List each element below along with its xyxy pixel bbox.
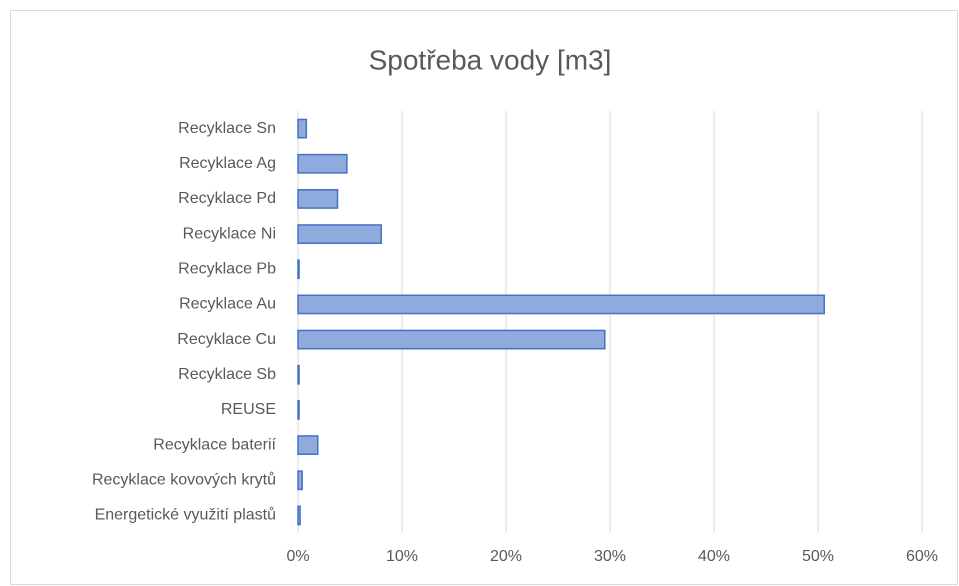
bar xyxy=(297,400,300,420)
y-tick-label: Recyklace Ni xyxy=(183,225,276,242)
bar xyxy=(297,435,319,455)
bar xyxy=(297,189,339,209)
y-tick-label: REUSE xyxy=(221,401,276,418)
x-tick-label: 30% xyxy=(594,548,626,565)
x-tick-label: 10% xyxy=(386,548,418,565)
bar xyxy=(297,118,308,139)
y-tick-label: Energetické využití plastů xyxy=(95,506,276,524)
y-tick-label: Recyklace Pb xyxy=(178,260,276,277)
bar xyxy=(297,224,382,244)
bar xyxy=(297,505,301,526)
bar xyxy=(297,153,348,174)
x-tick-label: 50% xyxy=(802,548,834,565)
bar xyxy=(297,294,825,315)
y-tick-label: Recyklace Sb xyxy=(178,366,276,383)
bar xyxy=(297,259,300,280)
x-tick-label: 20% xyxy=(490,548,522,565)
x-tick-label: 0% xyxy=(286,548,309,565)
y-tick-label: Recyklace baterií xyxy=(153,436,276,453)
y-tick-label: Recyklace kovových krytů xyxy=(92,470,276,488)
y-tick-label: Recyklace Sn xyxy=(178,120,276,137)
bar xyxy=(297,470,303,491)
x-tick-label: 40% xyxy=(698,548,730,565)
x-tick-label: 60% xyxy=(906,548,938,565)
bar xyxy=(297,329,606,350)
y-tick-label: Recyklace Pd xyxy=(178,190,276,207)
y-tick-label: Recyklace Cu xyxy=(177,331,276,348)
y-tick-label: Recyklace Au xyxy=(179,296,276,313)
y-tick-label: Recyklace Ag xyxy=(179,155,276,172)
bar xyxy=(297,364,300,385)
chart-title: Spotřeba vody [m3] xyxy=(369,44,612,75)
